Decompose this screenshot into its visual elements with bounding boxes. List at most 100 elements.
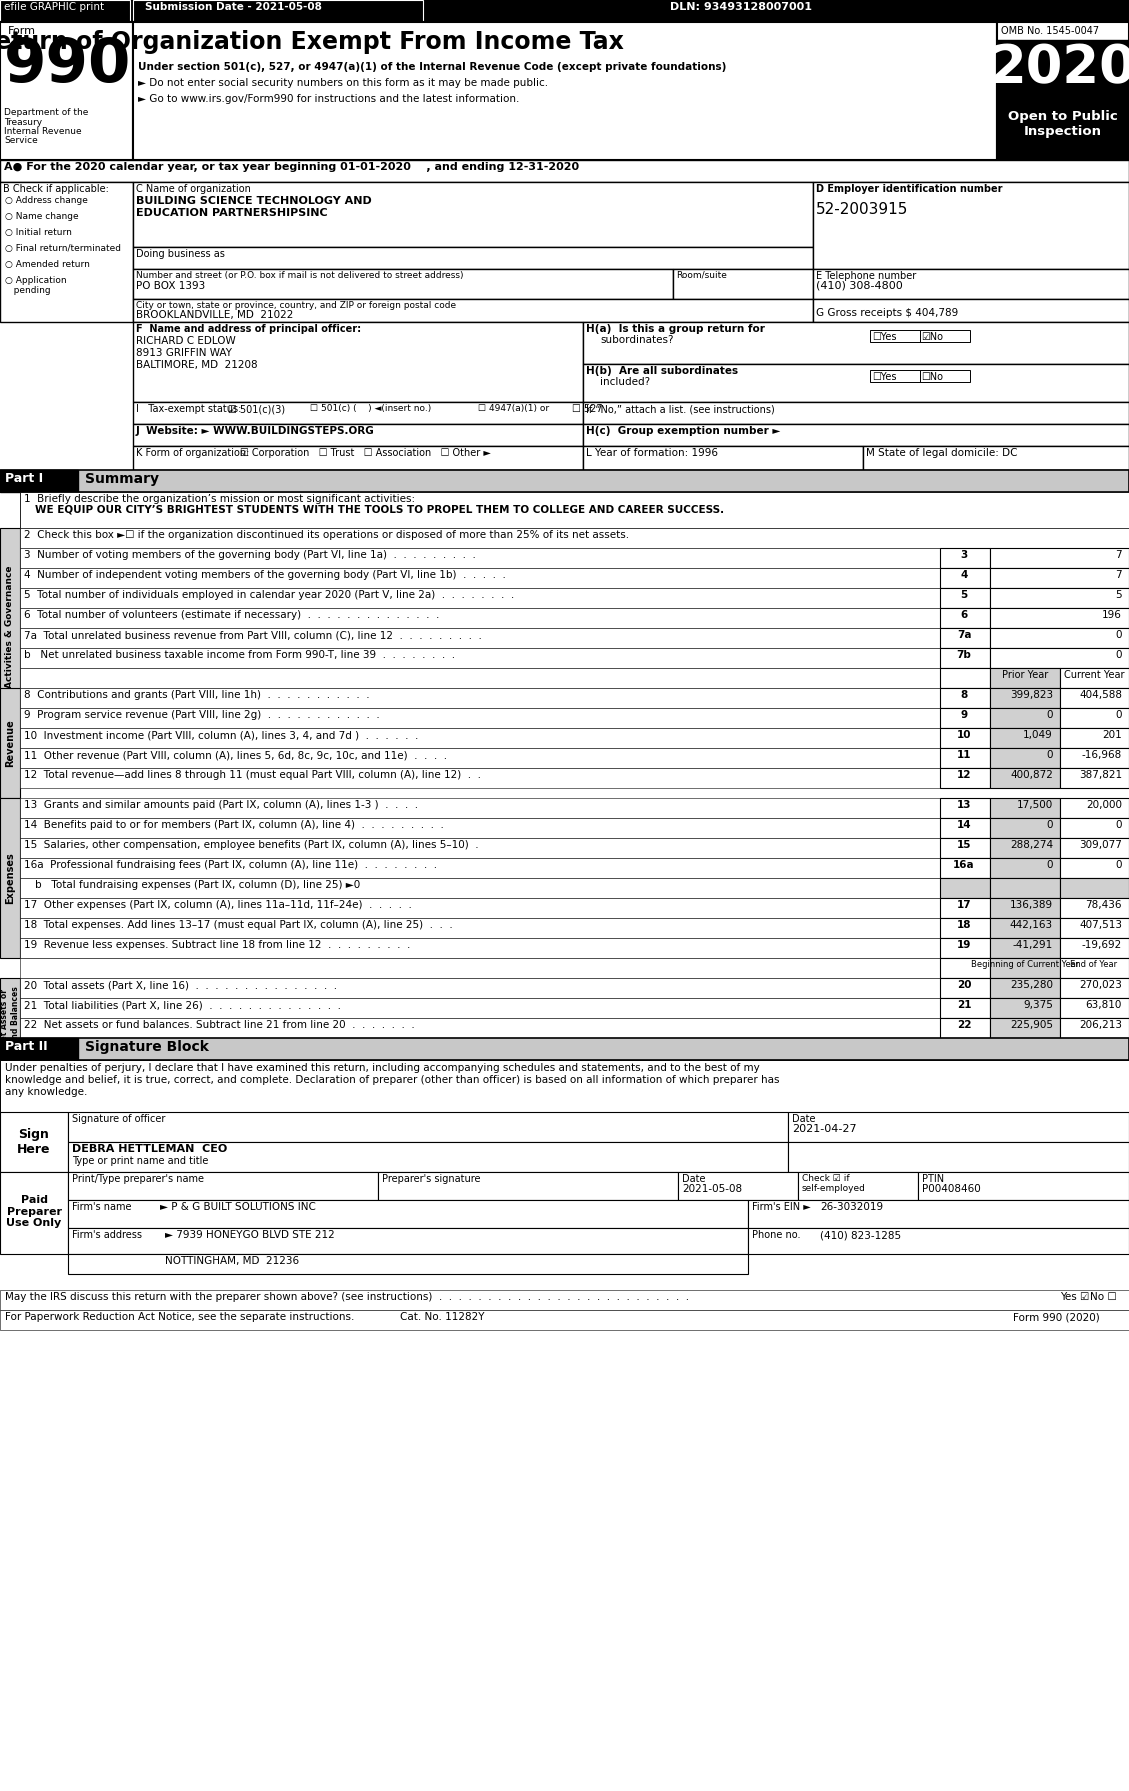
Bar <box>679 1171 798 1200</box>
Bar <box>990 818 1060 838</box>
Bar <box>940 1017 990 1039</box>
Bar <box>997 102 1129 159</box>
Bar <box>990 629 1129 648</box>
Text: 20  Total assets (Part X, line 16)  .  .  .  .  .  .  .  .  .  .  .  .  .  .  .: 20 Total assets (Part X, line 16) . . . … <box>24 980 338 990</box>
Text: ☐ 4947(a)(1) or: ☐ 4947(a)(1) or <box>478 405 549 414</box>
Bar <box>940 607 990 629</box>
Text: Summary: Summary <box>85 473 159 485</box>
Bar <box>990 897 1060 919</box>
Bar <box>0 688 20 799</box>
Text: C Name of organization: C Name of organization <box>135 184 251 193</box>
Text: Paid
Preparer
Use Only: Paid Preparer Use Only <box>7 1195 62 1229</box>
Text: 9,375: 9,375 <box>1023 999 1053 1010</box>
Bar <box>0 183 133 322</box>
Text: ○ Final return/terminated: ○ Final return/terminated <box>5 244 121 253</box>
Bar <box>940 587 990 607</box>
Bar <box>1060 998 1129 1017</box>
Text: ○ Initial return: ○ Initial return <box>5 227 72 236</box>
Bar <box>990 749 1060 768</box>
Bar <box>1060 768 1129 788</box>
Text: 7a  Total unrelated business revenue from Part VIII, column (C), line 12  .  .  : 7a Total unrelated business revenue from… <box>24 630 482 639</box>
Bar <box>20 799 940 818</box>
Text: Prior Year: Prior Year <box>1001 670 1048 681</box>
Bar <box>813 299 1129 322</box>
Bar <box>0 21 1129 159</box>
Text: ☐ 527: ☐ 527 <box>572 405 603 414</box>
Text: BROOKLANDVILLE, MD  21022: BROOKLANDVILLE, MD 21022 <box>135 310 294 321</box>
Bar <box>0 21 133 159</box>
Bar <box>583 322 1129 364</box>
Text: A● For the 2020 calendar year, or tax year beginning 01-01-2020    , and ending : A● For the 2020 calendar year, or tax ye… <box>5 161 579 172</box>
Text: 10  Investment income (Part VIII, column (A), lines 3, 4, and 7d )  .  .  .  .  : 10 Investment income (Part VIII, column … <box>24 731 419 740</box>
Text: 6  Total number of volunteers (estimate if necessary)  .  .  .  .  .  .  .  .  .: 6 Total number of volunteers (estimate i… <box>24 611 439 620</box>
Bar <box>20 958 940 978</box>
Bar <box>20 587 940 607</box>
Text: PO BOX 1393: PO BOX 1393 <box>135 281 205 290</box>
Text: End of Year: End of Year <box>1070 960 1118 969</box>
Text: F  Name and address of principal officer:: F Name and address of principal officer: <box>135 324 361 333</box>
Bar <box>1060 707 1129 727</box>
Text: DLN: 93493128007001: DLN: 93493128007001 <box>669 2 812 13</box>
Text: ☐Yes: ☐Yes <box>872 373 896 381</box>
Text: Firm's name: Firm's name <box>72 1202 131 1213</box>
Bar <box>68 1112 788 1143</box>
Bar <box>813 269 1129 299</box>
Text: If “No,” attach a list. (see instructions): If “No,” attach a list. (see instruction… <box>586 405 774 414</box>
Bar <box>990 707 1060 727</box>
Bar <box>378 1171 679 1200</box>
Text: 2021-05-08: 2021-05-08 <box>682 1184 742 1195</box>
Bar <box>0 469 78 493</box>
Bar <box>1060 958 1129 978</box>
Text: 0: 0 <box>1115 630 1122 639</box>
Bar <box>940 878 990 897</box>
Text: 6: 6 <box>961 611 968 620</box>
Bar <box>1060 897 1129 919</box>
Text: Cat. No. 11282Y: Cat. No. 11282Y <box>400 1313 484 1322</box>
Text: Print/Type preparer's name: Print/Type preparer's name <box>72 1173 204 1184</box>
Text: Return of Organization Exempt From Income Tax: Return of Organization Exempt From Incom… <box>0 30 623 54</box>
Text: Number and street (or P.O. box if mail is not delivered to street address): Number and street (or P.O. box if mail i… <box>135 270 464 279</box>
Text: Signature of officer: Signature of officer <box>72 1114 165 1125</box>
Bar <box>997 21 1129 159</box>
Text: BALTIMORE, MD  21208: BALTIMORE, MD 21208 <box>135 360 257 371</box>
Text: 12  Total revenue—add lines 8 through 11 (must equal Part VIII, column (A), line: 12 Total revenue—add lines 8 through 11 … <box>24 770 481 781</box>
Bar <box>940 858 990 878</box>
Bar <box>940 818 990 838</box>
Text: 19  Revenue less expenses. Subtract line 18 from line 12  .  .  .  .  .  .  .  .: 19 Revenue less expenses. Subtract line … <box>24 940 410 949</box>
Text: WE EQUIP OUR CITY’S BRIGHTEST STUDENTS WITH THE TOOLS TO PROPEL THEM TO COLLEGE : WE EQUIP OUR CITY’S BRIGHTEST STUDENTS W… <box>35 505 724 516</box>
Bar <box>1060 749 1129 768</box>
Text: 17: 17 <box>956 901 971 910</box>
Text: 8913 GRIFFIN WAY: 8913 GRIFFIN WAY <box>135 347 231 358</box>
Text: 18: 18 <box>956 921 971 930</box>
Bar <box>133 0 423 21</box>
Text: knowledge and belief, it is true, correct, and complete. Declaration of preparer: knowledge and belief, it is true, correc… <box>5 1075 779 1085</box>
Text: Date: Date <box>793 1114 815 1125</box>
Bar <box>940 648 990 668</box>
Text: 21  Total liabilities (Part X, line 26)  .  .  .  .  .  .  .  .  .  .  .  .  .  : 21 Total liabilities (Part X, line 26) .… <box>24 999 341 1010</box>
Text: ► Do not enter social security numbers on this form as it may be made public.: ► Do not enter social security numbers o… <box>138 79 548 88</box>
Text: 20,000: 20,000 <box>1086 801 1122 810</box>
Text: 2020: 2020 <box>990 41 1129 93</box>
Text: 206,213: 206,213 <box>1079 1021 1122 1030</box>
Text: 288,274: 288,274 <box>1009 840 1053 851</box>
Bar <box>749 1200 1129 1229</box>
Bar <box>0 1309 1129 1331</box>
Bar <box>20 858 940 878</box>
Text: City or town, state or province, country, and ZIP or foreign postal code: City or town, state or province, country… <box>135 301 456 310</box>
Text: ► Go to www.irs.gov/Form990 for instructions and the latest information.: ► Go to www.irs.gov/Form990 for instruct… <box>138 93 519 104</box>
Bar <box>133 21 997 159</box>
Bar <box>940 998 990 1017</box>
Bar <box>20 1017 940 1039</box>
Text: 13  Grants and similar amounts paid (Part IX, column (A), lines 1-3 )  .  .  .  : 13 Grants and similar amounts paid (Part… <box>24 801 418 810</box>
Bar <box>940 568 990 587</box>
Bar <box>1060 688 1129 707</box>
Text: -16,968: -16,968 <box>1082 750 1122 759</box>
Bar <box>68 1200 749 1229</box>
Bar <box>68 1143 788 1171</box>
Bar <box>133 424 583 446</box>
Text: Net Assets or
Fund Balances: Net Assets or Fund Balances <box>0 987 19 1050</box>
Text: Form 990 (2020): Form 990 (2020) <box>1013 1313 1100 1322</box>
Text: ☐Yes: ☐Yes <box>872 331 896 342</box>
Text: 0: 0 <box>1047 750 1053 759</box>
Bar <box>990 799 1060 818</box>
